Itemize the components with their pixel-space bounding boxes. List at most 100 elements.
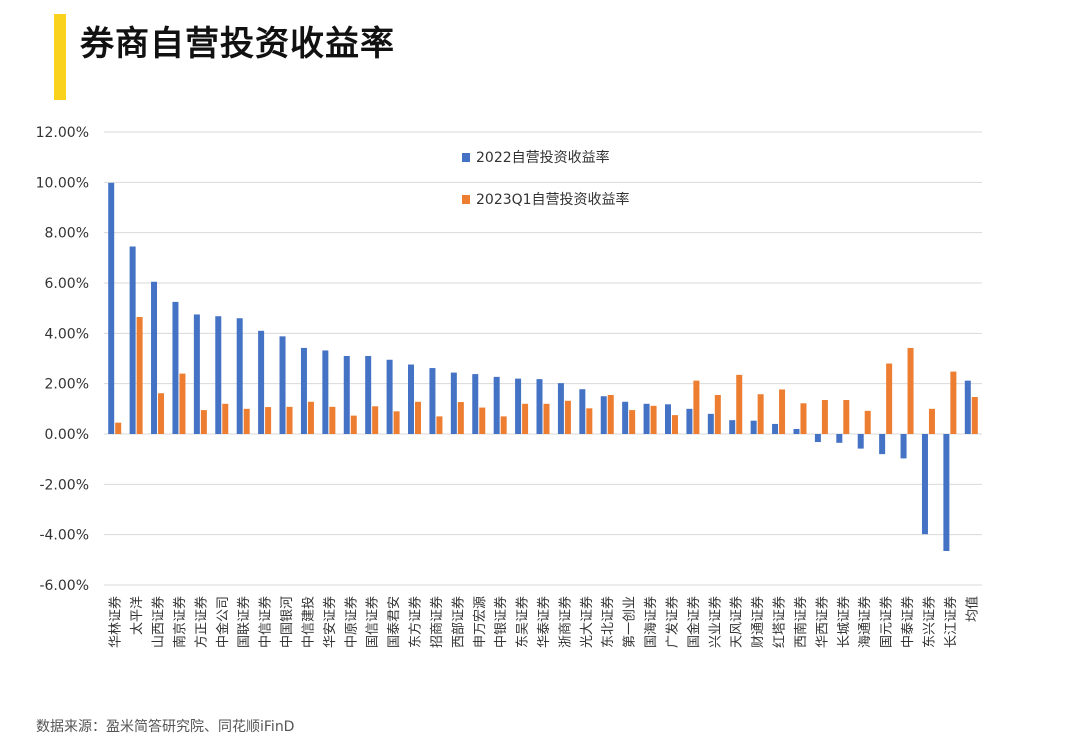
bar-2023q1 <box>286 406 293 434</box>
bar-2022 <box>943 434 950 552</box>
x-category-label: 山西证券 <box>151 596 167 648</box>
bar-2022 <box>836 434 843 443</box>
bar-2022 <box>215 316 222 434</box>
bar-2023q1 <box>864 410 871 434</box>
bar-2022 <box>879 434 886 455</box>
bar-2022 <box>622 401 629 434</box>
bar-2023q1 <box>564 400 571 434</box>
bar-2022 <box>900 434 907 459</box>
page-title: 券商自营投资收益率 <box>80 24 395 64</box>
bar-2023q1 <box>158 393 165 434</box>
x-category-label: 华安证券 <box>322 596 338 648</box>
y-tick-label: 0.00% <box>45 427 89 443</box>
y-tick-label: 2.00% <box>45 377 89 393</box>
bar-chart: 12.00% 10.00% 8.00% 6.00% 4.00% 2.00% 0.00% -2.… <box>36 125 982 648</box>
title-accent-bar <box>54 14 66 100</box>
bar-2022 <box>772 423 779 434</box>
bar-2023q1 <box>607 394 614 434</box>
bar-2022 <box>472 374 479 434</box>
x-category-label: 华林证券 <box>108 596 124 648</box>
bar-2022 <box>300 347 307 434</box>
bar-2023q1 <box>179 373 186 434</box>
bar-2022 <box>129 246 136 434</box>
y-tick-label: 4.00% <box>45 326 89 342</box>
x-category-label: 中国银河 <box>280 596 295 648</box>
bar-2023q1 <box>415 401 422 434</box>
bar-2022 <box>343 355 350 434</box>
legend-label: 2023Q1自营投资收益率 <box>476 191 630 208</box>
bar-2023q1 <box>350 415 357 434</box>
x-category-label: 东方证券 <box>408 596 424 648</box>
bar-2022 <box>750 420 757 434</box>
bar-2023q1 <box>500 416 507 434</box>
x-category-label: 华西证券 <box>814 596 830 648</box>
bar-2022 <box>643 403 650 434</box>
bar-2023q1 <box>907 347 914 434</box>
bar-2022 <box>729 420 736 434</box>
x-category-label: 兴业证券 <box>707 596 723 648</box>
x-category-label: 均值 <box>964 596 980 622</box>
bar-2022 <box>664 404 671 434</box>
bar-2022 <box>193 314 200 434</box>
x-category-label: 财通证券 <box>750 596 766 648</box>
bar-2023q1 <box>393 411 400 434</box>
bar-2023q1 <box>586 408 593 434</box>
bar-2022 <box>429 368 436 434</box>
x-category-label: 海通证券 <box>857 596 873 648</box>
bar-2023q1 <box>671 415 678 434</box>
x-category-label: 南京证券 <box>172 596 188 648</box>
bar-2022 <box>515 378 522 434</box>
bar-2023q1 <box>115 422 122 434</box>
y-tick-label: 12.00% <box>36 125 89 141</box>
x-category-label: 中信建投 <box>300 596 316 648</box>
y-tick-label: 10.00% <box>36 175 89 191</box>
bar-2022 <box>386 359 393 434</box>
bar-2023q1 <box>971 397 978 434</box>
bar-2022 <box>579 389 586 434</box>
x-category-label: 中金公司 <box>215 596 231 648</box>
x-category-label: 长江证券 <box>943 596 959 648</box>
bar-2022 <box>151 281 158 434</box>
bar-2023q1 <box>928 408 935 434</box>
bar-2022 <box>686 408 693 434</box>
bar-2023q1 <box>843 400 850 434</box>
y-tick-label: -2.00% <box>39 477 89 493</box>
bar-2023q1 <box>522 403 529 434</box>
bar-2022 <box>258 330 265 434</box>
x-category-label: 招商证券 <box>429 596 445 648</box>
bar-2022 <box>964 380 971 434</box>
bar-2023q1 <box>265 407 272 434</box>
legend-label: 2022自营投资收益率 <box>476 149 610 166</box>
x-category-label: 方正证券 <box>193 596 209 648</box>
x-category-label: 国元证券 <box>879 596 895 648</box>
bar-2022 <box>557 383 564 434</box>
x-category-label: 申万宏源 <box>473 596 488 648</box>
bar-2023q1 <box>714 394 721 434</box>
bar-2023q1 <box>307 401 314 434</box>
legend-swatch <box>462 153 470 162</box>
bar-2023q1 <box>136 316 143 434</box>
bar-2022 <box>793 428 800 434</box>
bar-2023q1 <box>800 403 807 434</box>
bar-2022 <box>450 372 457 434</box>
bar-2023q1 <box>372 406 379 434</box>
legend-swatch <box>462 195 470 204</box>
x-category-label: 中泰证券 <box>900 596 916 648</box>
bar-2022 <box>493 376 500 434</box>
bar-2023q1 <box>243 408 250 434</box>
bar-2023q1 <box>650 405 657 434</box>
x-category-label: 广发证券 <box>664 596 680 648</box>
bar-2023q1 <box>757 394 764 434</box>
bar-2023q1 <box>457 402 464 434</box>
x-category-label: 浙商证券 <box>557 596 573 648</box>
bar-2022 <box>707 413 714 434</box>
bar-2023q1 <box>543 403 550 434</box>
y-tick-label: -4.00% <box>39 528 89 544</box>
x-category-label: 国海证券 <box>643 596 659 648</box>
bar-2023q1 <box>629 410 636 434</box>
x-category-label: 中原证券 <box>343 596 359 648</box>
x-category-label: 国泰君安 <box>387 596 402 648</box>
bar-2023q1 <box>886 363 893 434</box>
x-category-label: 中银证券 <box>493 596 509 648</box>
x-category-label: 东吴证券 <box>515 596 531 648</box>
